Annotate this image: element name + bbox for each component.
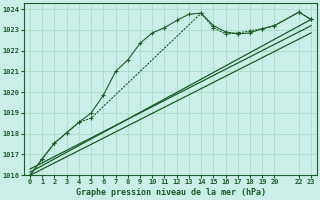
X-axis label: Graphe pression niveau de la mer (hPa): Graphe pression niveau de la mer (hPa) [76, 188, 266, 197]
